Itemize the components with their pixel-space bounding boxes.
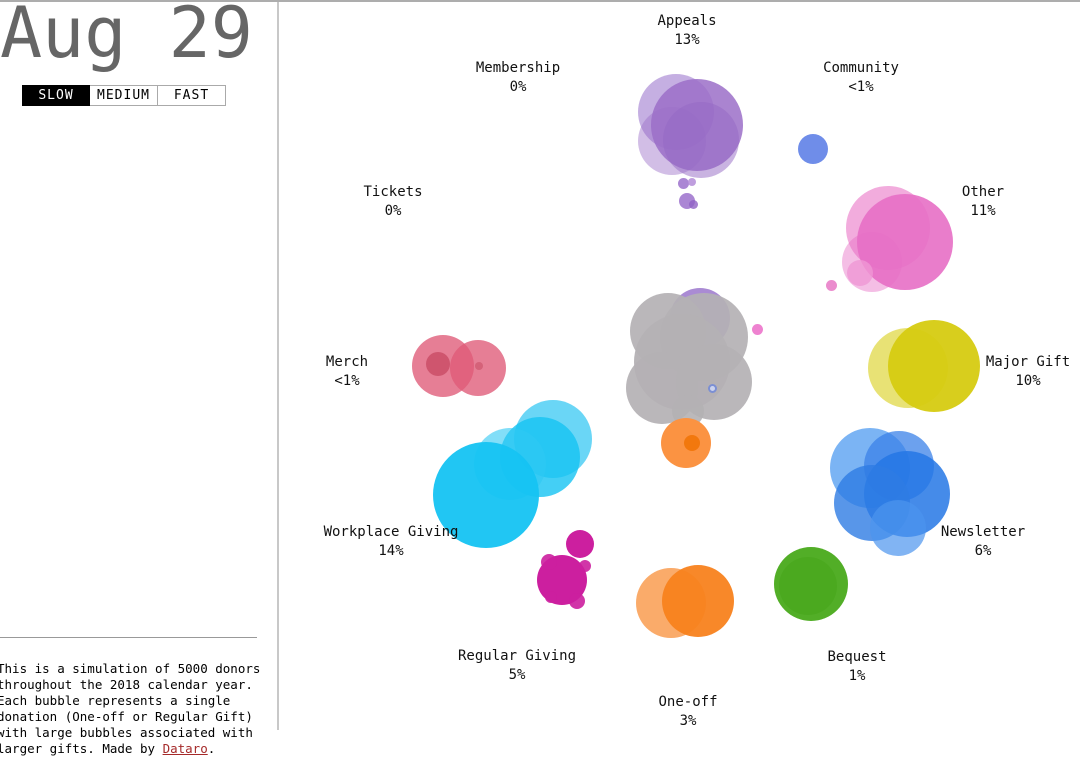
category-name: Other: [961, 184, 1005, 200]
bubble-center: [751, 323, 763, 335]
footer-text: .: [207, 741, 216, 756]
bubble-merch: [475, 362, 483, 370]
category-label-other: Other 11%: [962, 183, 1004, 221]
bubble-regular-giving: [579, 560, 591, 572]
category-label-newsletter: Newsletter 6%: [941, 523, 1025, 561]
category-name: Merch: [325, 354, 369, 370]
category-name: Regular Giving: [457, 648, 577, 664]
footer-description: This is a simulation of 5000 donors throu…: [0, 661, 297, 757]
category-percentage: <1%: [334, 373, 360, 389]
footer-line: donation (One-off or Regular Gift): [0, 709, 253, 724]
category-percentage: 13%: [674, 32, 700, 48]
footer-line: Each bubble represents a single: [0, 693, 231, 708]
footer-line: with large bubbles associated with: [0, 725, 253, 740]
top-border-line: [0, 0, 1080, 2]
category-name: Newsletter: [940, 524, 1026, 540]
category-percentage: 14%: [378, 543, 404, 559]
category-label-tickets: Tickets 0%: [363, 183, 422, 221]
category-label-workplace-giving: Workplace Giving 14%: [324, 523, 459, 561]
bubble-workplace-giving: [433, 442, 539, 548]
category-name: Major Gift: [985, 354, 1071, 370]
bubble-center: [707, 383, 717, 393]
bubble-appeals: [688, 178, 696, 186]
category-label-one-off: One-off 3%: [658, 693, 717, 731]
category-label-bequest: Bequest 1%: [827, 648, 886, 686]
category-name: Bequest: [827, 649, 887, 665]
bubble-regular-giving: [545, 591, 557, 603]
category-label-regular-giving: Regular Giving 5%: [458, 647, 576, 685]
category-name: Appeals: [657, 13, 717, 29]
footer-line: This is a simulation of 5000 donors: [0, 661, 261, 676]
category-label-merch: Merch <1%: [326, 353, 368, 391]
speed-button-fast[interactable]: FAST: [158, 85, 226, 106]
category-percentage: 10%: [1015, 373, 1041, 389]
category-percentage: <1%: [848, 79, 874, 95]
footer-divider: [0, 637, 257, 638]
bubble-regular-giving: [569, 593, 585, 609]
category-percentage: 6%: [974, 543, 992, 559]
bubble-other: [857, 194, 953, 290]
bubble-appeals: [677, 177, 689, 189]
bubble-bequest: [779, 557, 837, 615]
speed-controls: SLOW MEDIUM FAST: [22, 85, 226, 106]
bubble-newsletter: [870, 500, 926, 556]
bubble-one-off: [662, 565, 734, 637]
category-name: Membership: [475, 60, 561, 76]
category-label-membership: Membership 0%: [476, 59, 560, 97]
footer-text: larger gifts. Made by: [0, 741, 163, 756]
footer-line: larger gifts. Made by Dataro.: [0, 741, 297, 757]
category-name: Workplace Giving: [323, 524, 459, 540]
category-name: One-off: [658, 694, 718, 710]
bubble-other: [847, 260, 873, 286]
bubble-major-gift: [888, 320, 980, 412]
bubble-other: [825, 279, 837, 291]
bubble-center: [684, 435, 700, 451]
bubble-regular-giving: [566, 530, 594, 558]
category-name: Community: [823, 60, 899, 76]
dataro-link[interactable]: Dataro: [162, 741, 208, 756]
category-percentage: 3%: [679, 713, 697, 729]
category-label-major-gift: Major Gift 10%: [986, 353, 1070, 391]
bubble-community: [798, 134, 828, 164]
category-percentage: 0%: [384, 203, 402, 219]
vertical-divider: [277, 2, 279, 730]
category-percentage: 5%: [508, 667, 526, 683]
category-percentage: 1%: [848, 668, 866, 684]
category-label-appeals: Appeals 13%: [657, 12, 716, 50]
footer-line: throughout the 2018 calendar year.: [0, 677, 253, 692]
category-name: Tickets: [363, 184, 423, 200]
bubble-appeals: [663, 102, 739, 178]
date-display: Aug 29: [0, 0, 253, 74]
bubble-merch: [426, 352, 450, 376]
bubble-appeals: [688, 199, 698, 209]
category-label-community: Community <1%: [823, 59, 899, 97]
speed-button-medium[interactable]: MEDIUM: [90, 85, 158, 106]
speed-button-slow[interactable]: SLOW: [22, 85, 90, 106]
category-percentage: 0%: [509, 79, 527, 95]
category-percentage: 11%: [970, 203, 996, 219]
bubble-regular-giving: [541, 554, 557, 570]
